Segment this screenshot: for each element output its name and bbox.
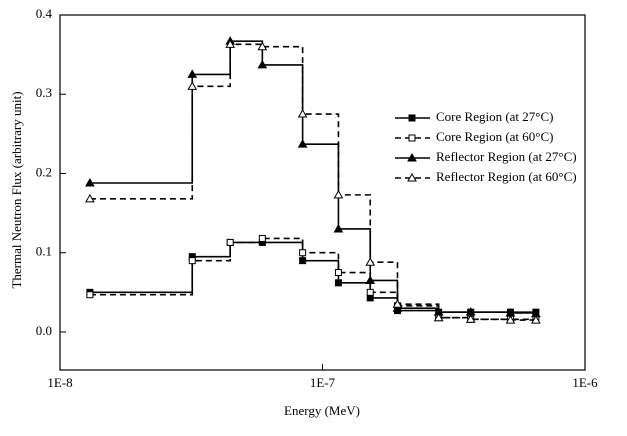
legend-label: Reflector Region (at 60°C): [436, 169, 577, 184]
data-point: [433, 312, 444, 322]
data-point: [365, 257, 376, 266]
data-point: [299, 257, 307, 265]
data-point: [257, 41, 268, 51]
data-point: [187, 69, 198, 78]
data-point: [187, 81, 198, 90]
x-tick-label: 1E-8: [47, 375, 72, 390]
data-point: [392, 299, 403, 308]
data-point: [85, 177, 95, 187]
data-point: [226, 238, 234, 246]
legend-marker: [407, 152, 417, 162]
data-point: [188, 257, 196, 265]
y-tick-label: 0.1: [36, 244, 52, 259]
data-point: [334, 269, 342, 277]
data-point: [334, 279, 342, 287]
data-point: [86, 291, 94, 299]
data-point: [366, 288, 374, 296]
data-point: [85, 193, 95, 203]
x-tick-label: 1E-6: [572, 375, 598, 390]
y-axis-label: Thermal Neutron Flux (arbitrary unit): [9, 91, 24, 288]
data-point: [531, 315, 541, 324]
legend-marker: [408, 134, 416, 142]
data-point: [299, 249, 307, 257]
data-point: [505, 315, 516, 324]
y-tick-label: 0.0: [36, 323, 52, 338]
data-point: [365, 275, 376, 284]
data-point: [297, 139, 308, 148]
data-point: [258, 234, 266, 242]
x-axis-label: Energy (MeV): [284, 403, 360, 418]
x-tick-label: 1E-7: [310, 375, 336, 390]
data-point: [257, 59, 268, 69]
legend-marker: [407, 172, 417, 182]
y-tick-label: 0.3: [36, 85, 52, 100]
data-point: [225, 39, 236, 48]
data-point: [333, 223, 344, 233]
data-point: [333, 189, 344, 199]
legend-label: Core Region (at 27°C): [436, 109, 553, 124]
plot-frame: [59, 14, 586, 371]
y-tick-label: 0.4: [36, 6, 53, 21]
y-tick-label: 0.2: [36, 164, 52, 179]
step-line: [89, 237, 536, 321]
legend-marker: [408, 114, 416, 122]
data-point: [297, 109, 308, 118]
data-point: [465, 314, 476, 323]
legend-label: Reflector Region (at 27°C): [436, 149, 577, 164]
legend-label: Core Region (at 60°C): [436, 129, 553, 144]
